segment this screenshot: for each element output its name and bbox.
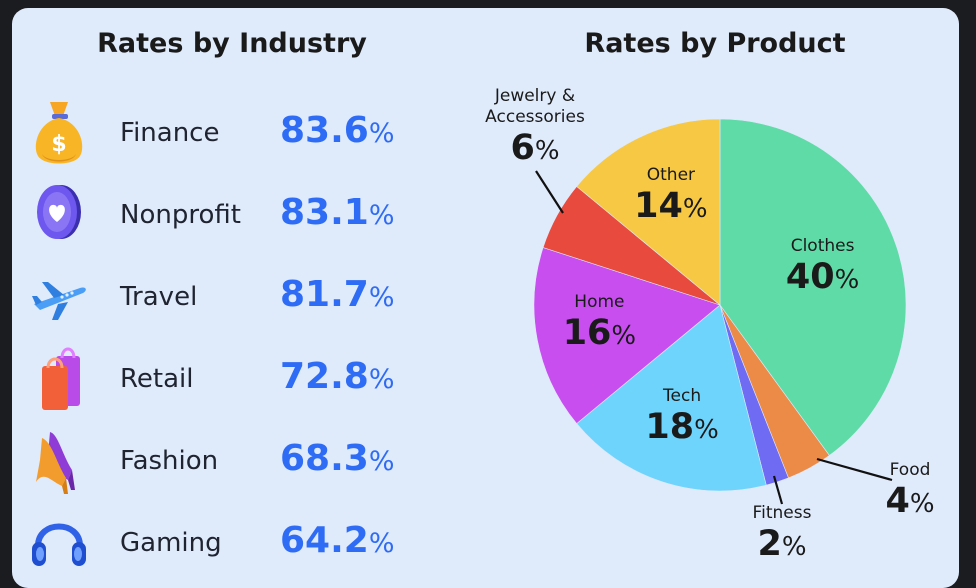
slice-label-name: Tech [663,385,702,406]
slice-label: Clothes 40% [786,236,859,300]
slice-label: Other 14% [634,165,707,229]
slice-label-name: Clothes [790,235,855,256]
industry-rate: 81.7% [280,274,395,315]
industry-rate: 83.6% [280,110,395,151]
industry-name: Finance [120,118,220,148]
product-pie-chart [533,118,907,505]
industry-name: Travel [120,282,198,312]
slice-label-name: Fitness [752,503,812,523]
slice-label-name: Food [889,460,931,480]
rates-card: Rates by Industry Rates by Product $ Fin… [12,8,959,588]
leader-line [816,457,893,482]
airplane-icon [28,260,90,332]
slice-label: Food 4% [885,460,934,524]
slice-label-name: Jewelry & Accessories [485,86,585,127]
industry-name: Fashion [120,446,219,476]
industry-rate: 72.8% [280,356,395,397]
headphones-icon [28,506,90,578]
industry-rate: 68.3% [280,438,395,479]
slice-label: Jewelry & Accessories 6% [485,86,585,171]
slice-label-value: 40% [785,256,860,297]
industry-name: Nonprofit [120,200,241,230]
slice-label-value: 6% [510,128,560,168]
slice-label-value: 2% [757,524,807,564]
slice-label-value: 14% [634,185,708,226]
industry-rate: 64.2% [280,520,395,561]
svg-text:$: $ [51,132,66,157]
leader-line [535,170,564,214]
slice-label: Fitness 2% [753,503,812,567]
leader-line [772,475,784,505]
slice-label: Tech 18% [645,386,718,450]
slice-label-name: Home [574,292,625,312]
slice-label-value: 4% [885,481,935,521]
slice-label-value: 16% [562,313,637,353]
industry-name: Gaming [120,528,222,558]
slice-label-name: Other [646,164,696,185]
shopping-bag-icon [28,342,90,414]
industry-name: Retail [120,364,194,394]
money-bag-icon: $ [28,96,90,168]
high-heels-icon [28,424,90,496]
pie-slice-home [533,247,721,424]
pie-slice-clothes [719,118,907,456]
industry-rate: 83.1% [280,192,395,233]
product-title: Rates by Product [584,28,846,59]
industry-title: Rates by Industry [97,28,367,59]
pie-slice-tech [576,304,767,492]
slice-label: Home 16% [563,292,636,356]
pie-slice-other [576,118,721,306]
slice-label-value: 18% [645,406,719,447]
heart-coin-icon [28,178,90,250]
